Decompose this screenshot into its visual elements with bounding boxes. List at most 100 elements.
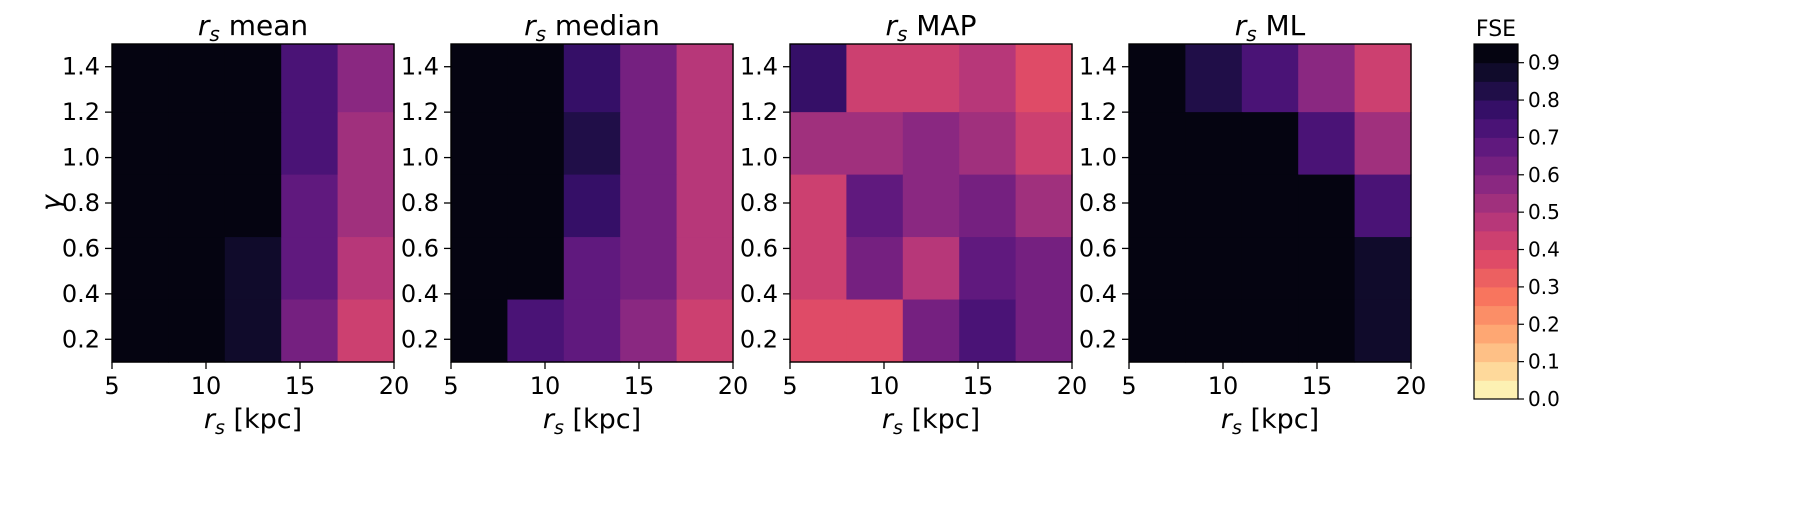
colorbar-tick-label: 0.0 <box>1528 387 1560 411</box>
heatmap-cell <box>790 174 847 238</box>
heatmap-cell <box>168 112 226 176</box>
x-tick-label: 20 <box>379 372 410 400</box>
x-tick-label: 15 <box>624 372 655 400</box>
heatmap-cell <box>846 174 904 238</box>
heatmap-cell <box>281 299 339 363</box>
x-tick-label: 15 <box>1302 372 1333 400</box>
heatmap-cell <box>620 44 678 113</box>
heatmap-cell <box>676 112 734 176</box>
x-axis-label: rs [kpc] <box>204 404 302 439</box>
y-tick-label: 1.0 <box>401 144 439 172</box>
y-tick-label: 0.2 <box>62 325 100 353</box>
heatmap-cell <box>224 174 282 238</box>
colorbar-tick-label: 0.8 <box>1528 88 1560 112</box>
x-tick-label: 15 <box>285 372 316 400</box>
heatmap-cell <box>1241 237 1299 301</box>
heatmap-cell <box>1015 44 1073 113</box>
heatmap-cell <box>168 174 226 238</box>
panel-title: rs median <box>524 9 660 46</box>
heatmap-cell <box>1354 237 1412 301</box>
heatmap-cell <box>168 299 226 363</box>
y-tick-label: 0.8 <box>401 189 439 217</box>
heatmap-cell <box>790 237 847 301</box>
colorbar-tick-label: 0.5 <box>1528 200 1560 224</box>
colorbar-swatch <box>1474 156 1518 176</box>
heatmap-cell <box>959 44 1017 113</box>
y-axis-label: γ <box>36 193 67 211</box>
y-tick-label: 0.6 <box>62 234 100 262</box>
heatmap-cell <box>902 299 960 363</box>
y-tick-label: 0.4 <box>1079 280 1117 308</box>
colorbar-tick-label: 0.1 <box>1528 350 1560 374</box>
x-tick-label: 10 <box>1208 372 1239 400</box>
heatmap-cell <box>1185 174 1243 238</box>
x-tick-label: 20 <box>718 372 749 400</box>
heatmap-cell <box>337 112 395 176</box>
x-tick-label: 20 <box>1396 372 1427 400</box>
heatmap-cell <box>1354 174 1412 238</box>
colorbar-swatch <box>1474 342 1518 363</box>
colorbar-frame <box>1473 43 1519 400</box>
heatmap-cell <box>451 44 508 113</box>
heatmap-cell <box>1298 299 1356 363</box>
panel-2: 5 10 15 20 0.2 0.4 0.6 0.8 1.0 1.2 1.4 rs [kpc] rs m… <box>401 9 748 439</box>
y-tick-label: 1.0 <box>740 144 778 172</box>
heatmap-cell <box>676 299 734 363</box>
heatmap-cell <box>790 44 847 113</box>
heatmap-cell <box>620 174 678 238</box>
y-tick-label: 0.6 <box>401 234 439 262</box>
heatmap-cell <box>281 44 339 113</box>
heatmap-cell <box>1298 44 1356 113</box>
heatmap-cell <box>846 44 904 113</box>
heatmap-cell <box>1185 44 1243 113</box>
heatmap-cell <box>902 237 960 301</box>
colorbar-swatch <box>1474 268 1518 288</box>
colorbar-tick-label: 0.7 <box>1528 125 1560 149</box>
colorbar-tick-label: 0.6 <box>1528 163 1560 187</box>
heatmap-cell <box>1241 174 1299 238</box>
colorbar-swatch <box>1474 137 1518 157</box>
colorbar-swatch <box>1474 380 1518 400</box>
y-tick-label: 0.2 <box>1079 325 1117 353</box>
heatmap-cell <box>451 174 508 238</box>
y-tick-label: 1.2 <box>401 98 439 126</box>
colorbar-title: FSE <box>1476 17 1516 42</box>
heatmap-cell <box>168 44 226 113</box>
heatmap-cell <box>337 299 395 363</box>
x-axis-label: rs [kpc] <box>543 404 641 439</box>
heatmap-cell <box>224 44 282 113</box>
heatmap-cell <box>959 174 1017 238</box>
heatmap-cell <box>620 112 678 176</box>
heatmap-cell <box>1298 112 1356 176</box>
heatmap-cell <box>224 237 282 301</box>
x-tick-label: 5 <box>782 372 797 400</box>
heatmap-cell <box>168 237 226 301</box>
colorbar-swatch <box>1474 118 1518 138</box>
x-tick-label: 5 <box>104 372 119 400</box>
y-tick-label: 0.8 <box>1079 189 1117 217</box>
heatmap-cell <box>1129 299 1186 363</box>
y-tick-label: 1.0 <box>1079 144 1117 172</box>
y-tick-label: 0.2 <box>740 325 778 353</box>
heatmap-cell <box>112 174 169 238</box>
heatmap-cell <box>676 174 734 238</box>
heatmap-cell <box>1298 237 1356 301</box>
heatmap-cell <box>1129 44 1186 113</box>
panel-title: rs ML <box>1235 9 1306 46</box>
heatmap-cell <box>337 237 395 301</box>
heatmap-cell <box>902 112 960 176</box>
heatmap-cell <box>959 237 1017 301</box>
heatmap-cell <box>790 299 847 363</box>
heatmap-cell <box>563 112 621 176</box>
y-tick-label: 1.4 <box>740 53 778 81</box>
colorbar-swatch <box>1474 249 1518 269</box>
heatmap-cell <box>1354 299 1412 363</box>
y-tick-label: 1.2 <box>740 98 778 126</box>
heatmap-cell <box>1129 112 1186 176</box>
heatmap-cell <box>451 299 508 363</box>
heatmap-cell <box>1241 112 1299 176</box>
heatmap-cell <box>281 112 339 176</box>
heatmap-cell <box>1185 299 1243 363</box>
colorbar-swatch <box>1474 193 1518 213</box>
